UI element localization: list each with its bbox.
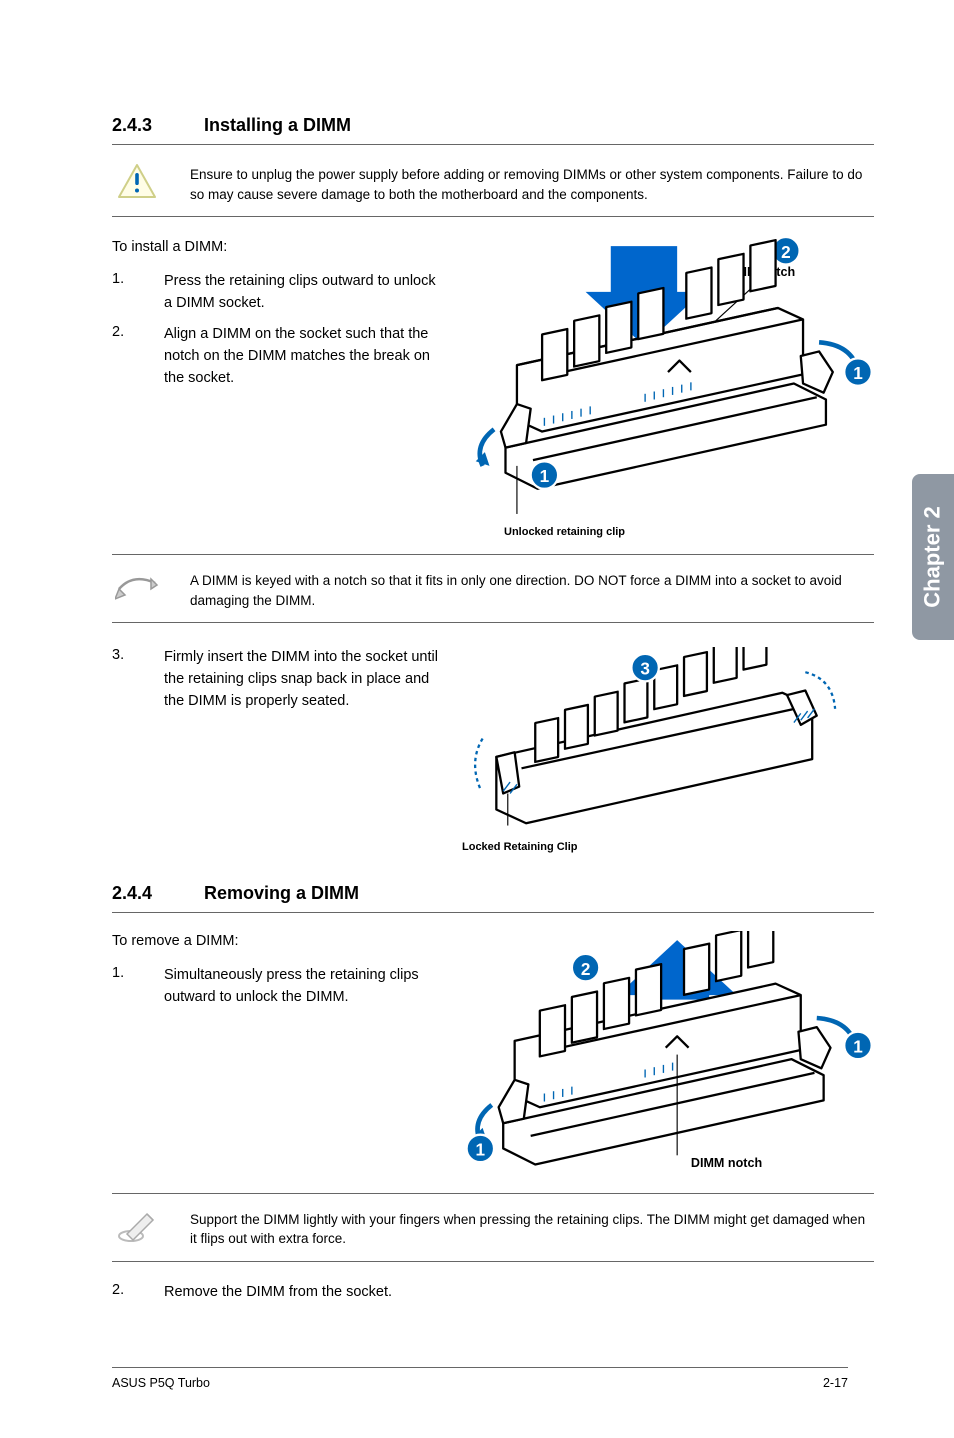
dimm-install-diagram: DIMM notch 2 — [462, 237, 874, 523]
chapter-tab-label: Chapter 2 — [920, 506, 946, 607]
section-heading-remove: 2.4.4 Removing a DIMM — [112, 883, 874, 913]
step-text: Firmly insert the DIMM into the socket u… — [164, 647, 442, 712]
step-number: 1. — [112, 965, 136, 1009]
badge-1-left-remove: 1 — [476, 1140, 486, 1160]
footer-left: ASUS P5Q Turbo — [112, 1376, 210, 1390]
badge-1-left: 1 — [540, 466, 550, 486]
dimm-seated-diagram: 3 — [462, 647, 874, 830]
badge-3: 3 — [640, 659, 650, 679]
note-callout: A DIMM is keyed with a notch so that it … — [112, 554, 874, 623]
warning-text: Ensure to unplug the power supply before… — [190, 163, 874, 204]
figure-caption-locked: Locked Retaining Clip — [462, 841, 874, 853]
footer-right: 2-17 — [823, 1376, 848, 1390]
section-title: Installing a DIMM — [204, 115, 351, 136]
step-text: Simultaneously press the retaining clips… — [164, 965, 442, 1009]
step-number: 2. — [112, 324, 136, 389]
step-text: Press the retaining clips outward to unl… — [164, 271, 442, 315]
note-icon — [112, 569, 162, 610]
install-row-2: 3. Firmly insert the DIMM into the socke… — [112, 647, 874, 853]
section-title: Removing a DIMM — [204, 883, 359, 904]
section-number: 2.4.3 — [112, 115, 164, 136]
section-heading-install: 2.4.3 Installing a DIMM — [112, 115, 874, 145]
install-step-2: 2. Align a DIMM on the socket such that … — [112, 324, 442, 389]
install-text-col: To install a DIMM: 1. Press the retainin… — [112, 237, 442, 538]
section-number: 2.4.4 — [112, 883, 164, 904]
warning-callout: Ensure to unplug the power supply before… — [112, 163, 874, 217]
page-footer: ASUS P5Q Turbo 2-17 — [112, 1367, 848, 1390]
step-text: Align a DIMM on the socket such that the… — [164, 324, 442, 389]
step-number: 2. — [112, 1282, 136, 1304]
step-text: Remove the DIMM from the socket. — [164, 1282, 874, 1304]
figure-caption-unlocked: Unlocked retaining clip — [462, 526, 874, 538]
install-step3-col: 3. Firmly insert the DIMM into the socke… — [112, 647, 442, 853]
dimm-notch-label-remove: DIMM notch — [691, 1156, 762, 1170]
warning-icon — [112, 163, 162, 204]
pen-icon — [112, 1208, 162, 1249]
install-figure-2: 3 Locked Retaining Clip — [462, 647, 874, 853]
note-text: A DIMM is keyed with a notch so that it … — [190, 569, 874, 610]
remove-step-1: 1. Simultaneously press the retaining cl… — [112, 965, 442, 1009]
step-number: 1. — [112, 271, 136, 315]
chapter-tab: Chapter 2 — [912, 474, 954, 640]
page-content: 2.4.3 Installing a DIMM Ensure to unplug… — [0, 0, 954, 1438]
remove-text-col: To remove a DIMM: 1. Simultaneously pres… — [112, 931, 442, 1176]
install-step-1: 1. Press the retaining clips outward to … — [112, 271, 442, 315]
install-figure-1: DIMM notch 2 — [462, 237, 874, 538]
install-intro: To install a DIMM: — [112, 237, 442, 259]
remove-figure: 2 — [462, 931, 874, 1176]
info-text: Support the DIMM lightly with your finge… — [190, 1208, 874, 1249]
remove-step-2: 2. Remove the DIMM from the socket. — [112, 1282, 874, 1304]
remove-row: To remove a DIMM: 1. Simultaneously pres… — [112, 931, 874, 1176]
badge-2: 2 — [781, 242, 791, 262]
remove-intro: To remove a DIMM: — [112, 931, 442, 953]
install-step-3: 3. Firmly insert the DIMM into the socke… — [112, 647, 442, 712]
dimm-remove-diagram: 2 — [462, 931, 874, 1171]
info-callout: Support the DIMM lightly with your finge… — [112, 1193, 874, 1262]
step-number: 3. — [112, 647, 136, 712]
badge-1-right-remove: 1 — [853, 1037, 863, 1057]
badge-1-right: 1 — [853, 363, 863, 383]
badge-2-remove: 2 — [581, 959, 591, 979]
install-row-1: To install a DIMM: 1. Press the retainin… — [112, 237, 874, 538]
